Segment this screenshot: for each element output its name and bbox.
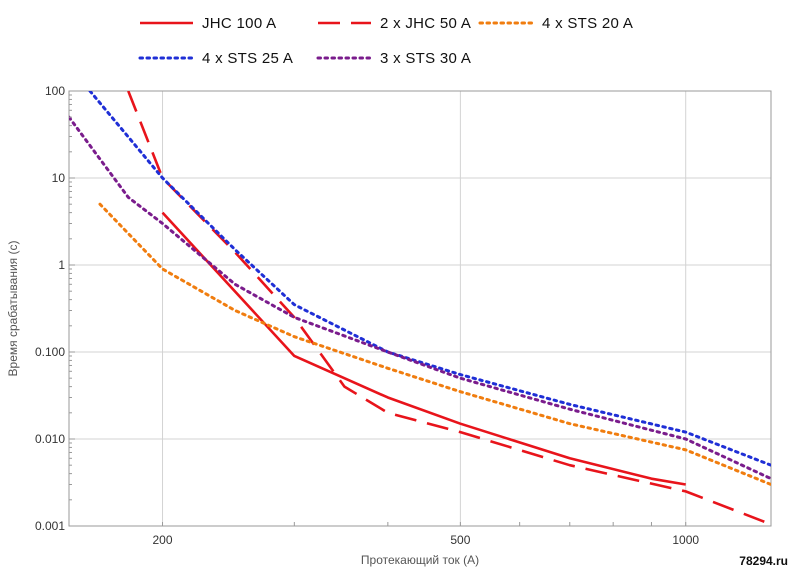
series-line-4	[88, 91, 771, 467]
series-lines	[69, 91, 771, 524]
legend-label-2: 2 x JHC 50 A	[380, 15, 471, 32]
y-tick-label: 1	[58, 258, 65, 272]
grid	[69, 90, 771, 527]
y-tick-label: 100	[45, 84, 65, 98]
x-axis-label: Протекающий ток (A)	[361, 553, 479, 567]
x-tick-label: 200	[153, 533, 173, 547]
plot-frame	[68, 90, 772, 527]
y-tick-label: 10	[52, 171, 66, 185]
legend: JHC 100 A 2 x JHC 50 A 4 x STS 20 A 4 x STS…	[138, 15, 633, 67]
series-line-2	[127, 91, 767, 524]
x-tick-label: 1000	[672, 533, 699, 547]
y-tick-label: 0.100	[35, 345, 65, 359]
y-tick-label: 0.010	[35, 432, 65, 446]
x-axis-ticks: 200 500 1000	[153, 522, 699, 547]
x-tick-label: 500	[450, 533, 470, 547]
y-axis-label: Время срабатывания (с)	[6, 241, 20, 377]
legend-label-1: JHC 100 A	[202, 15, 276, 32]
series-line-3	[98, 202, 771, 486]
y-tick-label: 0.001	[35, 519, 65, 533]
legend-label-5: 3 x STS 30 A	[380, 50, 471, 67]
series-line-1	[161, 211, 686, 486]
y-axis-ticks: 100 10 1 0.100 0.010 0.001	[35, 84, 75, 533]
legend-label-4: 4 x STS 25 A	[202, 50, 293, 67]
legend-label-3: 4 x STS 20 A	[542, 15, 633, 32]
series-line-5	[69, 115, 771, 481]
watermark: 78294.ru	[739, 554, 788, 568]
